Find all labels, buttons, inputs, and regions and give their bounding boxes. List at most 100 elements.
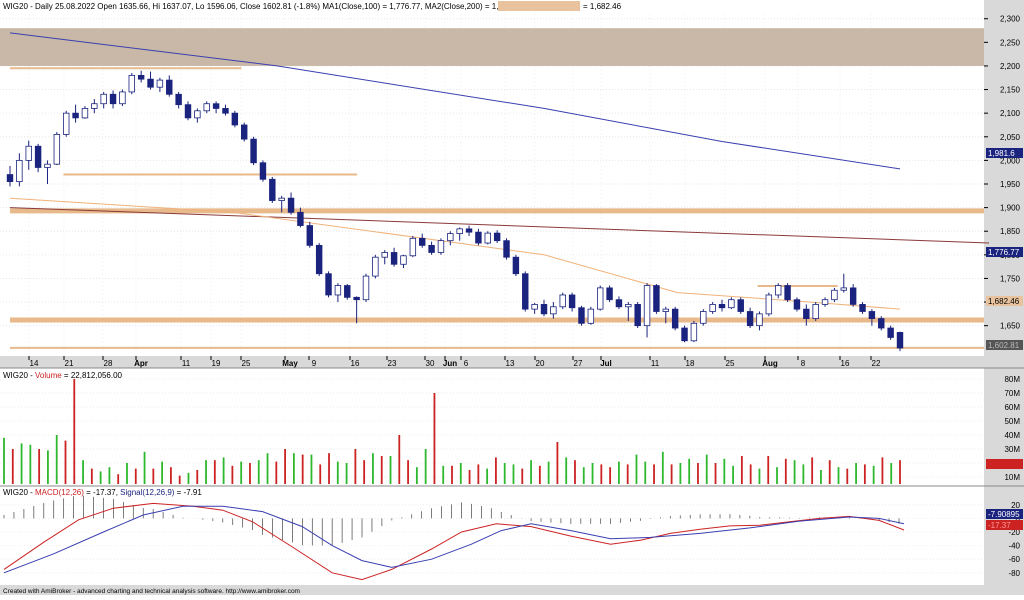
volume-bar: [345, 463, 348, 484]
candle: [109, 90, 117, 109]
svg-text:-7.90895: -7.90895: [988, 510, 1020, 519]
candle-body: [128, 74, 135, 93]
candle: [718, 299, 726, 312]
candle: [878, 316, 885, 331]
volume-bar: [776, 467, 778, 484]
date-axis: 14 21 28 Apr 11 19 25 May 9 16 23 30 Jun 6 13 20 27 Jul 11…: [28, 356, 881, 368]
date-tick-label: 8: [801, 359, 806, 368]
candle-body: [100, 93, 107, 105]
price-header-extra: = 1,682.46: [583, 2, 622, 11]
volume-bar: [556, 442, 559, 484]
candle-body: [634, 304, 641, 327]
volume-bar: [266, 453, 269, 484]
volume-bar: [143, 451, 146, 484]
candle: [765, 292, 773, 317]
volume-bar: [372, 453, 374, 484]
candle: [728, 297, 735, 310]
candle-body: [147, 78, 154, 88]
candle: [615, 296, 623, 310]
volume-bar: [73, 379, 76, 484]
ma100-label: 1,776.77: [986, 247, 1023, 257]
candle-body: [278, 197, 285, 201]
candle-body: [625, 304, 632, 308]
volume-bar: [99, 471, 102, 484]
volume-bar: [705, 454, 708, 484]
candle-body: [372, 256, 379, 277]
candle: [484, 231, 491, 245]
volume-value-label: [986, 459, 1023, 469]
volume-bar: [389, 456, 392, 484]
candle: [821, 297, 829, 307]
candle-body: [203, 103, 210, 112]
volume-bar: [565, 457, 568, 484]
candle: [896, 331, 904, 352]
volume-bars: [3, 379, 901, 484]
volume-bar: [170, 467, 172, 484]
volume-bar: [802, 464, 805, 484]
volume-bar: [134, 468, 137, 484]
volume-bar: [55, 435, 58, 484]
candle: [184, 101, 192, 121]
candle: [512, 254, 520, 277]
candle: [53, 132, 61, 166]
volume-bar: [310, 454, 313, 484]
candle: [849, 284, 857, 307]
price-header: WIG20 - Daily 25.08.2022 Open 1635.66, H…: [3, 2, 525, 11]
candle: [175, 91, 182, 109]
candle-body: [344, 285, 351, 298]
candle: [568, 292, 576, 312]
volume-tick-label: 50M: [1004, 417, 1020, 426]
date-tick-label: 20: [536, 359, 545, 368]
candle: [831, 287, 838, 303]
volume-bar: [117, 474, 120, 484]
candle-body: [746, 311, 754, 327]
close-label: 1,602.81: [986, 340, 1023, 350]
candle-body: [775, 285, 782, 296]
volume-bar: [292, 453, 295, 484]
candle: [540, 299, 548, 317]
candle-body: [231, 112, 239, 126]
candle-body: [765, 294, 773, 315]
candle: [119, 89, 126, 107]
volume-bar: [635, 454, 638, 484]
candle: [812, 302, 819, 321]
candle-body: [447, 233, 454, 242]
date-tick-label: 28: [104, 359, 113, 368]
price-tick-label: 1,650: [1000, 322, 1021, 331]
macd-tick-label: -60: [1008, 555, 1020, 564]
volume-bar: [697, 463, 699, 484]
date-tick-label: 14: [30, 359, 39, 368]
candle: [737, 297, 744, 314]
candle-body: [287, 197, 295, 213]
candle-body: [63, 112, 70, 135]
candle: [409, 235, 417, 258]
candle-body: [362, 275, 370, 301]
candle: [6, 166, 14, 187]
volume-bar: [380, 456, 383, 484]
date-tick-label: 16: [841, 359, 850, 368]
footer-credit: Created with AmiBroker - advanced charti…: [3, 588, 300, 595]
resistance-zone: [0, 28, 984, 66]
volume-bar: [486, 468, 489, 484]
date-tick-label: 6: [464, 359, 469, 368]
volume-bar: [512, 464, 515, 484]
candle: [775, 283, 782, 299]
date-tick-label: Apr: [134, 359, 148, 368]
price-tick-label: 1,750: [1000, 274, 1021, 283]
candle: [16, 153, 23, 187]
svg-text:1,602.81: 1,602.81: [988, 341, 1020, 350]
date-tick-label: Aug: [762, 359, 778, 368]
volume-bar: [336, 461, 339, 484]
volume-bar: [530, 460, 532, 484]
candle-body: [390, 252, 398, 265]
candle-body: [250, 138, 257, 164]
volume-bar: [231, 465, 234, 484]
candle: [91, 99, 98, 114]
candle: [868, 309, 876, 326]
candle-body: [821, 299, 829, 305]
trendline: [9, 207, 990, 244]
macd-tick-label: -40: [1008, 542, 1020, 551]
date-tick-label: 11: [651, 359, 660, 368]
candle: [306, 221, 313, 248]
